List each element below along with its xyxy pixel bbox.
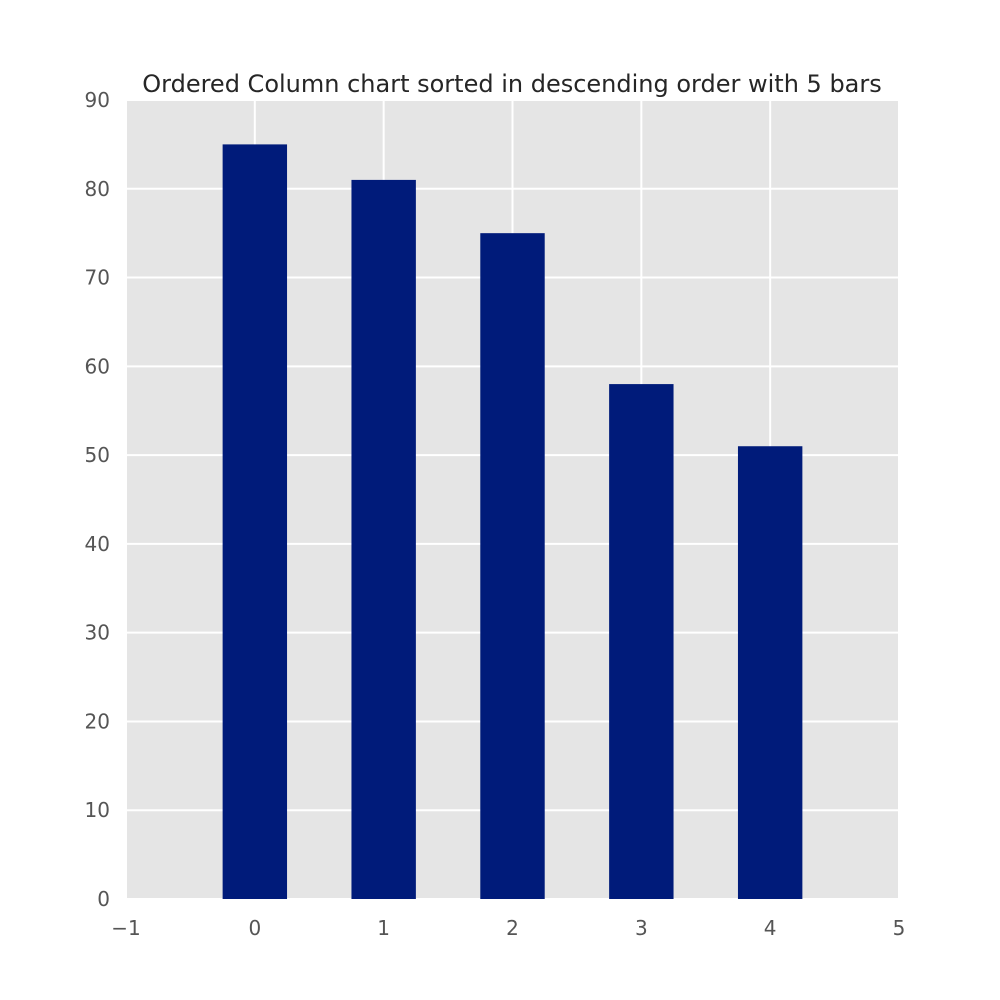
y-tick-label: 20: [85, 709, 110, 733]
x-tick-label: 2: [506, 916, 519, 940]
y-tick-label: 40: [85, 532, 110, 556]
x-tick-label: 1: [377, 916, 390, 940]
y-tick-label: 60: [85, 354, 110, 378]
y-tick-label: 0: [97, 887, 110, 911]
chart-title: Ordered Column chart sorted in descendin…: [142, 70, 882, 98]
y-axis-ticks: 0 10 20 30 40 50 60 70 80 90: [85, 88, 110, 911]
bars: [222, 144, 803, 900]
y-tick-label: 10: [85, 798, 110, 822]
x-tick-label: 5: [893, 916, 906, 940]
bar-4: [737, 446, 803, 899]
y-tick-label: 70: [85, 266, 110, 290]
bar-0: [222, 144, 288, 899]
x-tick-label: 4: [764, 916, 777, 940]
bar-2: [480, 233, 545, 899]
y-tick-label: 50: [85, 443, 110, 467]
x-axis-ticks: −1 0 1 2 3 4 5: [111, 916, 905, 940]
bar-1: [351, 179, 416, 899]
bar-3: [609, 384, 674, 900]
x-tick-label: −1: [111, 916, 140, 940]
x-tick-label: 3: [635, 916, 648, 940]
y-tick-label: 30: [85, 621, 110, 645]
y-tick-label: 80: [85, 177, 110, 201]
x-tick-label: 0: [248, 916, 261, 940]
y-tick-label: 90: [85, 88, 110, 112]
